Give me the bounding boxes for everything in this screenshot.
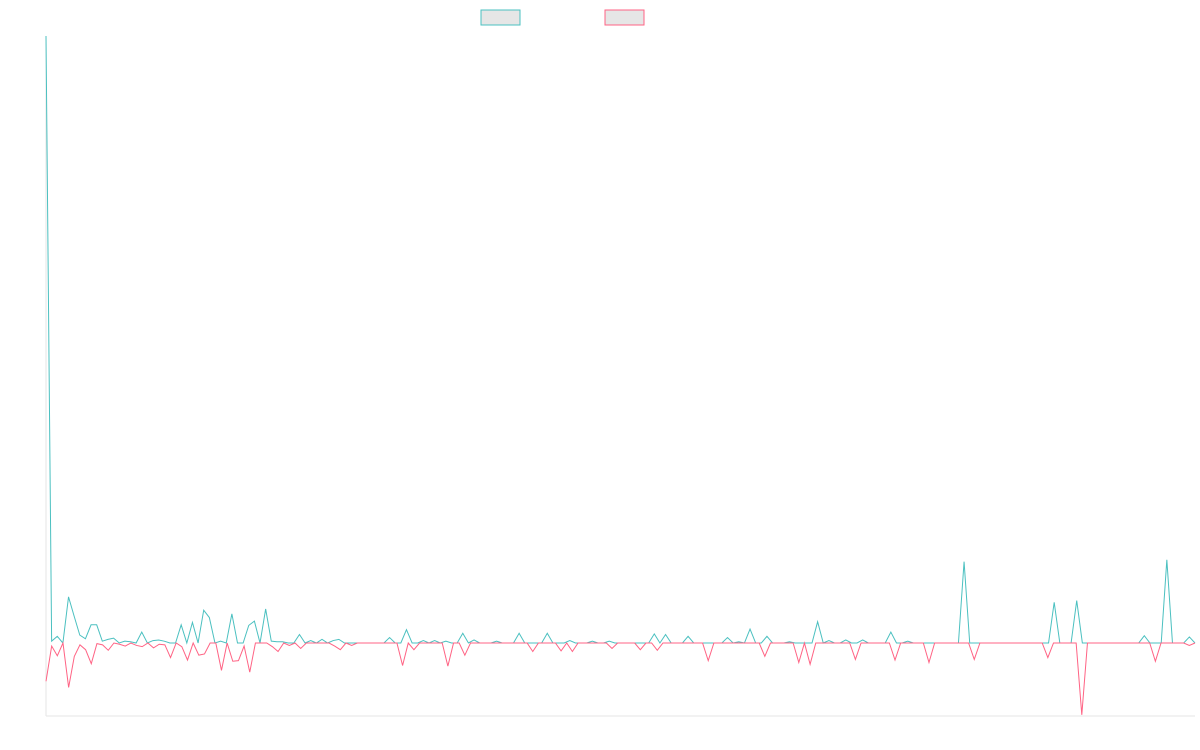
series-layer — [45, 35, 1196, 715]
series-line-2 — [45, 641, 1196, 715]
legend[interactable] — [480, 9, 645, 26]
legend-swatch-1[interactable] — [480, 9, 521, 26]
series-line-1 — [45, 35, 1196, 645]
legend-swatch-2[interactable] — [604, 9, 645, 26]
